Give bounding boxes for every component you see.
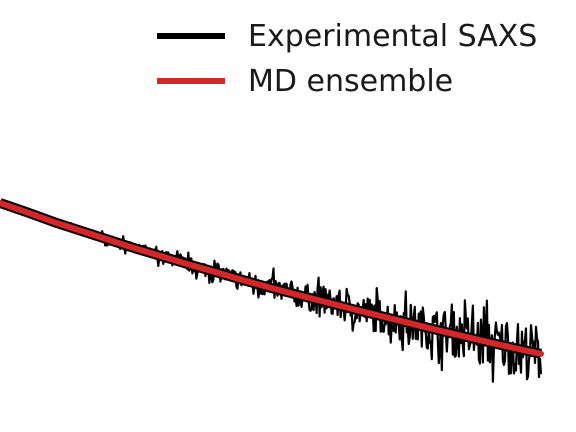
data-layer — [0, 198, 544, 383]
legend: Experimental SAXS MD ensemble — [157, 19, 537, 99]
series-line-md-ensemble — [0, 200, 544, 357]
legend-label-experimental-saxs: Experimental SAXS — [248, 19, 537, 54]
legend-label-md-ensemble: MD ensemble — [248, 64, 453, 99]
